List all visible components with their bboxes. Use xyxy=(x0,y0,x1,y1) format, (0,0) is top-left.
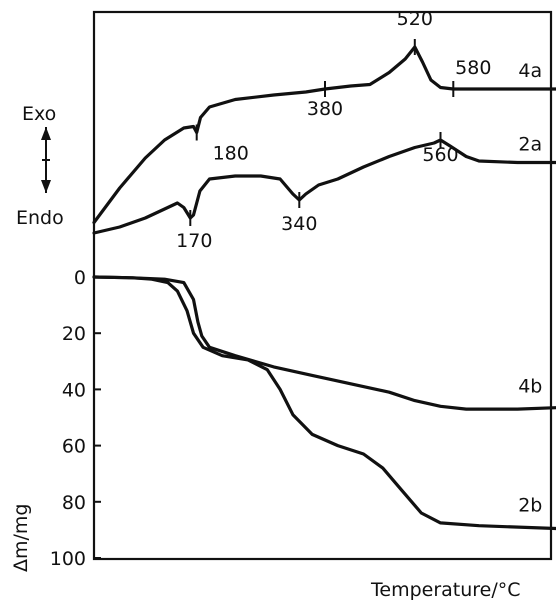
endo-label: Endo xyxy=(16,207,64,229)
y-tick-label-80: 80 xyxy=(62,492,86,514)
x-axis-title: Temperature/°C xyxy=(370,579,521,601)
curve-2a xyxy=(92,138,556,235)
annotation-520: 520 xyxy=(397,8,433,30)
arrow-down-head xyxy=(41,180,51,193)
exo-label: Exo xyxy=(22,103,56,125)
curve-label-2a: 2a xyxy=(518,134,542,156)
arrow-up-head xyxy=(41,127,51,140)
annotation-580: 580 xyxy=(455,57,491,79)
annotation-180: 180 xyxy=(213,143,249,165)
curve-2b xyxy=(92,275,556,531)
annotation-560: 560 xyxy=(422,144,458,166)
curve-label-4b: 4b xyxy=(518,376,542,398)
curve-label-2b: 2b xyxy=(518,495,542,517)
curve-label-4a: 4a xyxy=(518,60,542,82)
y-tick-label-100: 100 xyxy=(50,548,86,570)
y-tick-label-60: 60 xyxy=(62,436,86,458)
curve-4b xyxy=(92,275,556,411)
plot-frame xyxy=(92,10,553,561)
annotation-380: 380 xyxy=(307,98,343,120)
y-axis-title: Δm/mg xyxy=(10,504,32,572)
annotation-170: 170 xyxy=(176,230,212,252)
y-tick-label-20: 20 xyxy=(62,323,86,345)
annotation-340: 340 xyxy=(281,213,317,235)
y-tick-label-0: 0 xyxy=(74,267,86,289)
y-tick-label-40: 40 xyxy=(62,379,86,401)
